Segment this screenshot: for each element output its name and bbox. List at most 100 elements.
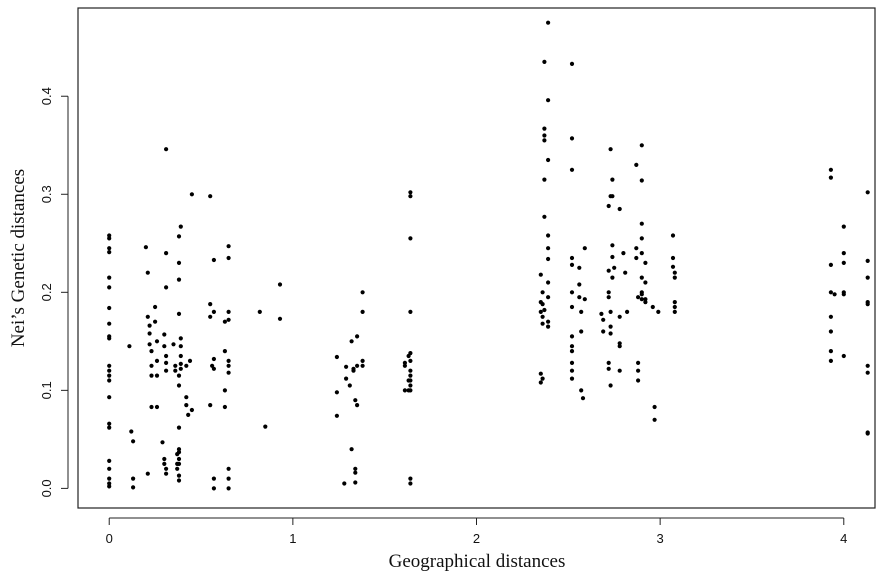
data-point — [178, 344, 183, 349]
data-point — [162, 461, 167, 466]
data-point — [149, 363, 154, 368]
data-point — [257, 309, 262, 314]
data-point — [841, 292, 846, 297]
data-point — [145, 471, 150, 476]
data-point — [349, 447, 354, 452]
data-point — [542, 59, 547, 64]
data-point — [107, 476, 112, 481]
data-point — [612, 265, 617, 270]
data-point — [153, 304, 158, 310]
data-point — [353, 466, 358, 471]
x-axis-title: Geographical distances — [389, 551, 566, 572]
points-layer — [107, 20, 870, 491]
data-point — [355, 334, 360, 339]
data-point — [107, 458, 112, 463]
data-point — [107, 236, 112, 241]
data-point — [546, 98, 551, 103]
data-point — [154, 373, 160, 378]
data-point — [107, 421, 112, 426]
data-point — [538, 380, 543, 385]
data-point — [828, 329, 834, 334]
data-point — [107, 305, 112, 311]
data-point — [186, 412, 191, 417]
data-point — [538, 309, 543, 314]
data-point — [107, 481, 112, 486]
data-point — [164, 353, 169, 359]
data-point — [344, 364, 349, 369]
data-point — [349, 339, 354, 344]
data-point — [580, 396, 586, 401]
data-point — [610, 254, 615, 260]
data-point — [164, 471, 169, 476]
data-point — [107, 363, 112, 368]
data-point — [408, 388, 413, 393]
data-point — [601, 329, 606, 334]
data-point — [865, 431, 870, 436]
data-point — [672, 270, 677, 275]
data-point — [569, 349, 575, 354]
data-point — [599, 311, 604, 316]
data-point — [569, 368, 575, 373]
data-point — [176, 373, 182, 378]
data-point — [226, 309, 231, 314]
data-point — [625, 309, 630, 314]
x-tick-label: 0 — [106, 531, 113, 546]
data-point — [542, 126, 547, 131]
data-point — [639, 297, 644, 302]
data-point — [672, 275, 677, 280]
data-point — [226, 466, 231, 471]
x-tick-label: 3 — [657, 531, 664, 546]
data-point — [608, 309, 613, 314]
data-point — [546, 246, 551, 251]
data-point — [176, 311, 182, 316]
data-point — [145, 270, 150, 275]
data-point — [608, 147, 613, 152]
data-point — [408, 373, 413, 378]
data-point — [208, 403, 213, 408]
data-point — [540, 302, 545, 307]
data-point — [131, 485, 136, 490]
data-point — [617, 314, 622, 319]
data-point — [347, 383, 352, 388]
data-point — [154, 404, 160, 410]
data-point — [606, 295, 611, 300]
data-point — [606, 366, 611, 371]
data-point — [176, 478, 182, 483]
data-point — [540, 290, 545, 295]
x-tick-label: 1 — [289, 531, 296, 546]
data-point — [211, 356, 216, 362]
data-point — [147, 331, 152, 336]
data-point — [226, 370, 231, 375]
data-point — [577, 295, 582, 300]
data-point — [579, 309, 584, 314]
data-point — [344, 376, 349, 381]
data-point — [211, 257, 216, 263]
data-point — [606, 360, 611, 365]
data-point — [149, 404, 154, 410]
data-point — [610, 194, 615, 199]
data-point — [408, 383, 413, 388]
data-point — [184, 403, 189, 408]
data-point — [542, 307, 547, 313]
data-point — [832, 292, 837, 297]
data-point — [173, 363, 178, 368]
data-point — [540, 321, 545, 326]
data-point — [408, 194, 413, 199]
data-point — [546, 280, 551, 285]
data-point — [841, 224, 846, 229]
data-point — [621, 251, 626, 256]
data-point — [211, 476, 216, 481]
data-point — [131, 476, 136, 481]
data-point — [542, 133, 547, 138]
data-point — [617, 368, 622, 373]
data-point — [211, 309, 216, 314]
data-point — [540, 376, 545, 381]
data-point — [334, 413, 339, 418]
data-point — [610, 243, 615, 248]
data-point — [222, 388, 227, 393]
data-point — [569, 167, 575, 172]
y-axis-title: Nei’s Genetic distances — [8, 169, 29, 347]
data-point — [164, 466, 169, 471]
data-point — [606, 290, 611, 295]
data-point — [546, 295, 551, 300]
